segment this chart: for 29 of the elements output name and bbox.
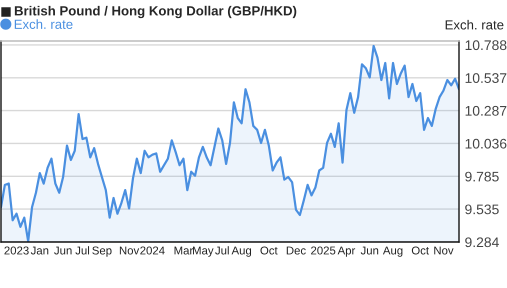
x-tick-label: Jun — [54, 246, 72, 255]
legend-label: Exch. rate — [14, 19, 73, 29]
x-tick-label: Jan — [30, 246, 48, 255]
x-tick-label: 2025 — [311, 246, 336, 255]
y-tick-label: 10.537 — [466, 73, 506, 83]
x-tick-label: Dec — [286, 246, 306, 255]
y-tick-label: 10.036 — [466, 138, 506, 149]
x-tick-label: May — [193, 246, 214, 257]
y-tick-label: 10.287 — [466, 106, 506, 116]
x-tick-label: 2023 — [4, 246, 29, 255]
y-tick-label: 9.284 — [465, 237, 499, 248]
x-tick-label: Sep — [92, 246, 112, 257]
x-tick-label: Aug — [232, 246, 252, 257]
x-tick-label: Nov — [120, 246, 140, 255]
x-tick-label: Nov — [434, 246, 454, 255]
x-tick-label: Apr — [338, 246, 356, 257]
y-tick-label: 10.788 — [466, 40, 506, 50]
y-tick-label: 9.535 — [465, 204, 499, 214]
chart-title: British Pound / Hong Kong Dollar (GBP/HKD) — [14, 6, 296, 18]
x-tick-label: Jun — [360, 246, 378, 255]
y-tick-label: 9.785 — [465, 172, 499, 182]
y-axis-title: Exch. rate — [446, 20, 504, 30]
x-tick-label: Oct — [260, 246, 278, 255]
x-tick-label: 2024 — [140, 246, 165, 255]
x-tick-label: Jul — [75, 246, 90, 255]
x-tick-label: Aug — [382, 246, 402, 257]
x-tick-label: Jul — [215, 246, 229, 255]
x-tick-label: Oct — [412, 246, 429, 255]
x-tick-label: Mar — [174, 246, 194, 255]
